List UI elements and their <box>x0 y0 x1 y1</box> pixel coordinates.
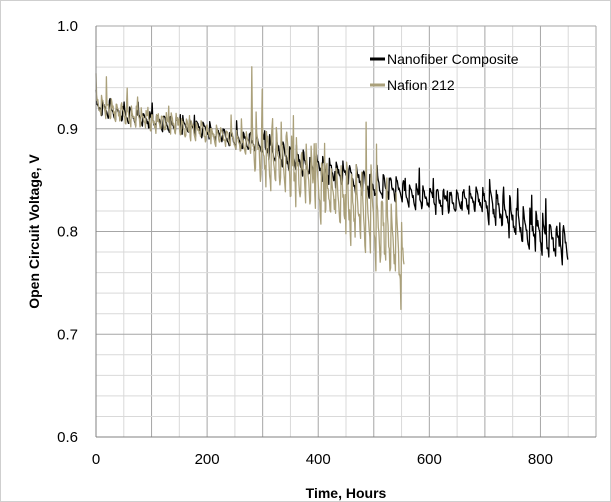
legend-label-nanofiber: Nanofiber Composite <box>387 51 519 67</box>
legend-label-nafion: Nafion 212 <box>387 77 455 93</box>
axes <box>95 26 596 438</box>
legend: Nanofiber Composite Nafion 212 <box>370 51 519 93</box>
tick-labels: 0 200 400 600 800 0.6 0.7 0.8 0.9 1.0 <box>57 18 553 468</box>
x-axis-label: Time, Hours <box>306 485 387 501</box>
y-tick-label: 0.6 <box>57 429 78 446</box>
y-tick-label: 0.9 <box>57 121 78 138</box>
series-layer <box>95 66 569 311</box>
grid <box>95 25 597 438</box>
series-line-1 <box>95 66 405 311</box>
x-tick-label: 800 <box>528 451 553 468</box>
x-tick-label: 400 <box>306 451 331 468</box>
y-tick-label: 0.7 <box>57 326 78 343</box>
y-axis-label: Open Circuit Voltage, V <box>26 154 42 309</box>
y-tick-label: 0.8 <box>57 224 78 241</box>
x-tick-label: 0 <box>92 451 100 468</box>
x-tick-label: 200 <box>195 451 220 468</box>
x-tick-label: 600 <box>417 451 442 468</box>
y-tick-label: 1.0 <box>57 18 78 35</box>
